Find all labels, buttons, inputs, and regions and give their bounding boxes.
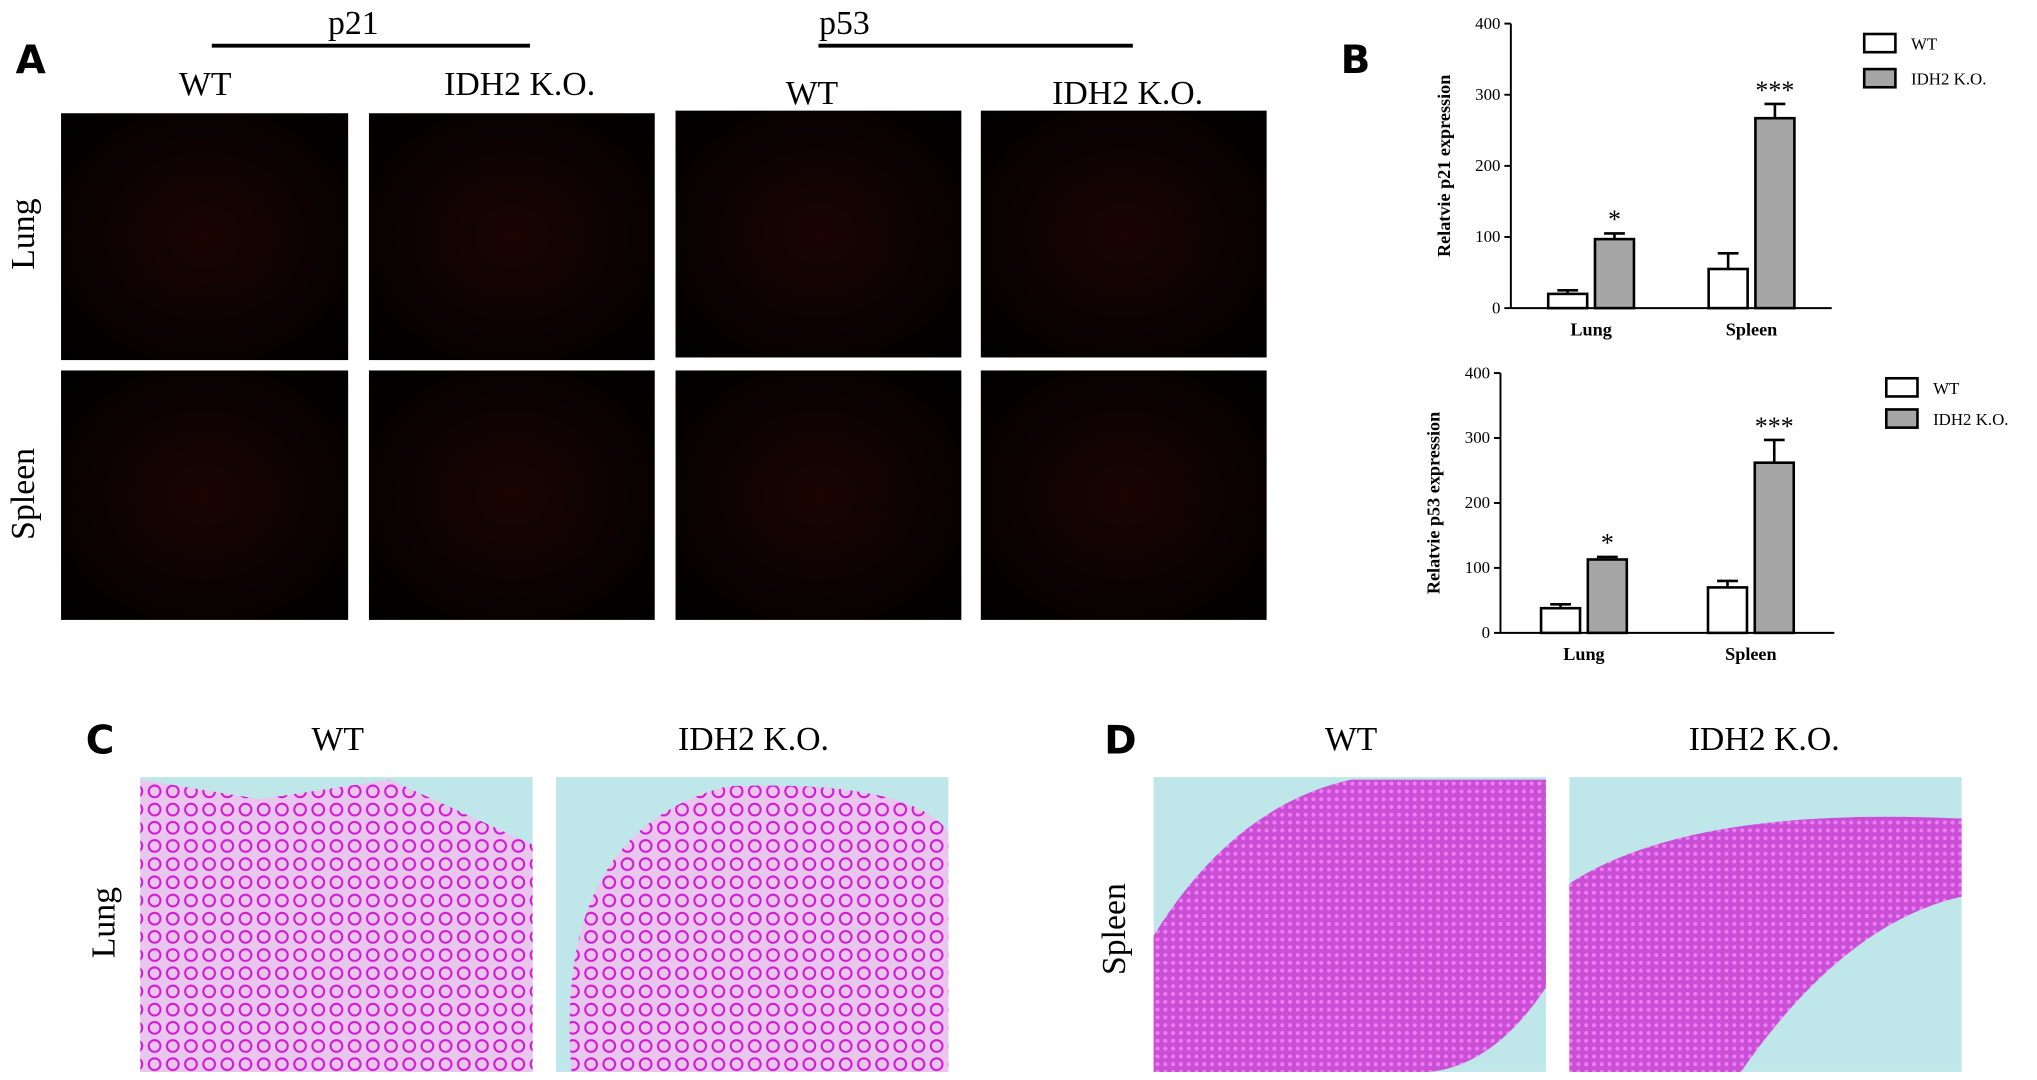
- tissue: [569, 785, 949, 1072]
- x-tick-label: Spleen: [1725, 644, 1776, 664]
- column-label: IDH2 K.O.: [678, 721, 829, 758]
- micrograph: [368, 113, 655, 361]
- panel-label: A: [16, 38, 46, 83]
- x-tick-label: Lung: [1563, 644, 1604, 664]
- column-label: WT: [1325, 721, 1378, 758]
- legend-swatch: [1885, 376, 1919, 398]
- bar: [1753, 461, 1796, 635]
- fluorescence-images: [61, 110, 1267, 620]
- micrograph: [980, 110, 1267, 358]
- y-tick-label: 400: [1465, 363, 1490, 382]
- legend-swatch: [1862, 32, 1897, 54]
- legend-label: WT: [1911, 35, 1938, 54]
- column-label: IDH2 K.O.: [1689, 721, 1840, 758]
- legend-swatch: [1862, 67, 1897, 89]
- y-tick-label: 0: [1492, 298, 1500, 317]
- y-tick-label: 100: [1475, 227, 1500, 246]
- panel-label: C: [86, 719, 115, 764]
- micrograph: [675, 370, 962, 620]
- y-axis-title: Relatvie p21 expression: [1434, 75, 1454, 257]
- bar: [1539, 606, 1582, 635]
- bar: [1546, 292, 1589, 310]
- y-tick-label: 400: [1475, 14, 1500, 33]
- micrograph: [61, 113, 349, 361]
- bar: [1706, 586, 1749, 635]
- tissue: [1569, 816, 1962, 1072]
- column-label: WT: [312, 721, 365, 758]
- panel-label: D: [1104, 719, 1136, 764]
- row-label: Lung: [85, 887, 122, 958]
- bar: [1754, 116, 1796, 310]
- bar: [1707, 267, 1749, 310]
- micrograph: [675, 110, 962, 358]
- significance: ***: [1755, 412, 1794, 441]
- micrograph: [61, 370, 349, 620]
- y-tick-label: 100: [1465, 558, 1490, 577]
- column-label: IDH2 K.O.: [1052, 75, 1203, 112]
- legend-swatch: [1885, 408, 1919, 429]
- panel-label: B: [1341, 38, 1371, 83]
- column-label: WT: [179, 66, 232, 103]
- y-tick-label: 200: [1465, 493, 1490, 512]
- row-label: Spleen: [1096, 883, 1133, 975]
- y-tick-label: 0: [1482, 623, 1490, 642]
- legend-label: IDH2 K.O.: [1933, 410, 2008, 429]
- y-tick-label: 300: [1465, 428, 1490, 447]
- column-label: IDH2 K.O.: [444, 66, 595, 103]
- legend-label: WT: [1933, 379, 1960, 398]
- significance: *: [1601, 529, 1614, 558]
- group-label: p21: [328, 5, 379, 42]
- micrograph: [368, 370, 655, 620]
- legend-label: IDH2 K.O.: [1911, 70, 1986, 89]
- bar: [1586, 558, 1629, 635]
- tissue: [140, 779, 533, 1072]
- row-label: Lung: [5, 198, 42, 269]
- tissue: [1153, 779, 1546, 1072]
- column-label: WT: [786, 75, 839, 112]
- y-axis-title: Relatvie p53 expression: [1423, 412, 1443, 594]
- significance: ***: [1755, 76, 1794, 105]
- bar: [1593, 237, 1636, 310]
- row-label: Spleen: [5, 448, 42, 540]
- x-tick-label: Lung: [1570, 319, 1611, 339]
- y-tick-label: 200: [1475, 156, 1500, 175]
- micrograph: [980, 370, 1267, 620]
- group-label: p53: [819, 5, 870, 42]
- x-tick-label: Spleen: [1726, 319, 1778, 339]
- significance: *: [1608, 205, 1621, 234]
- y-tick-label: 300: [1475, 85, 1500, 104]
